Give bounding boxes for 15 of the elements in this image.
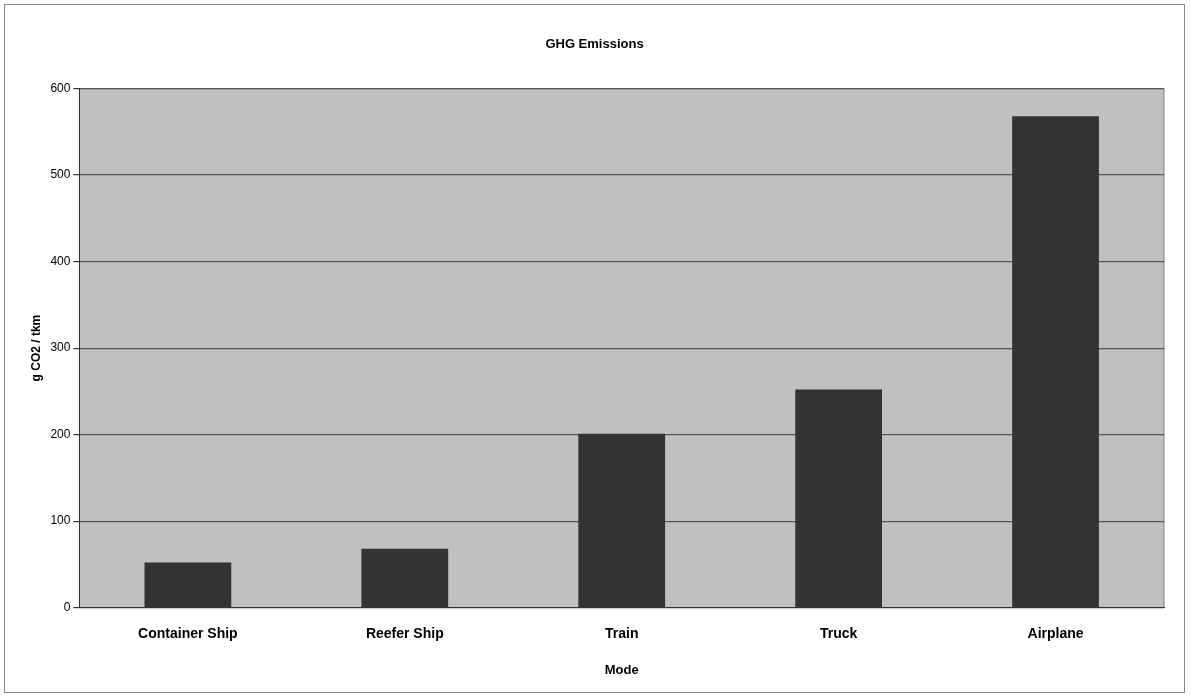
y-tick-label: 100 [50, 513, 71, 528]
x-tick-label: Airplane [1027, 624, 1084, 641]
x-tick-label: Train [604, 624, 639, 641]
x-tick-label: Truck [819, 624, 858, 641]
y-tick-label: 500 [50, 167, 71, 182]
y-tick-label: 0 [63, 599, 71, 614]
y-tick-label: 400 [50, 253, 71, 268]
x-tick-label: Reefer Ship [365, 624, 444, 641]
y-axis-title: g CO2 / tkm [28, 314, 43, 382]
chart-title: GHG Emissions [545, 36, 644, 52]
y-tick-label: 200 [50, 426, 71, 441]
y-tick-label: 300 [50, 340, 71, 355]
x-tick-label: Container Ship [138, 624, 238, 641]
x-axis-title: Mode [604, 661, 639, 677]
y-tick-label: 600 [50, 80, 71, 95]
